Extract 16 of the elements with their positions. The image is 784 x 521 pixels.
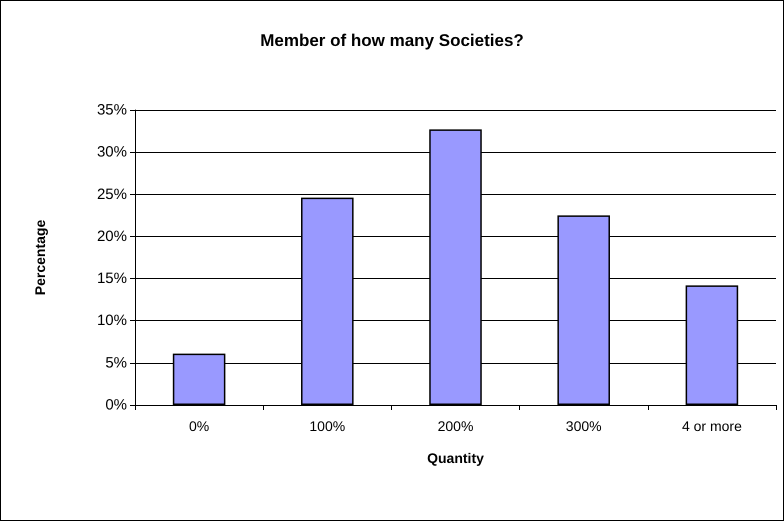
x-tick-label: 200% (438, 418, 474, 434)
x-tick-label: 4 or more (682, 418, 742, 434)
y-tick-label: 5% (105, 354, 127, 372)
x-axis-title: Quantity (427, 450, 484, 466)
y-tick-label: 0% (105, 396, 127, 414)
y-tick-label: 15% (96, 270, 127, 288)
y-tick-label: 10% (96, 312, 127, 330)
x-tick-label: 100% (309, 418, 346, 434)
y-axis-title: Percentage (32, 220, 48, 296)
y-tick-label: 35% (96, 102, 127, 118)
y-tick-label: 30% (96, 144, 127, 161)
x-tick-label: 0% (188, 418, 210, 434)
chart-title: Member of how many Societies? (260, 31, 524, 50)
y-tick-label: 20% (96, 228, 127, 245)
y-tick-label: 25% (96, 186, 127, 203)
x-tick-label: 300% (566, 418, 602, 434)
